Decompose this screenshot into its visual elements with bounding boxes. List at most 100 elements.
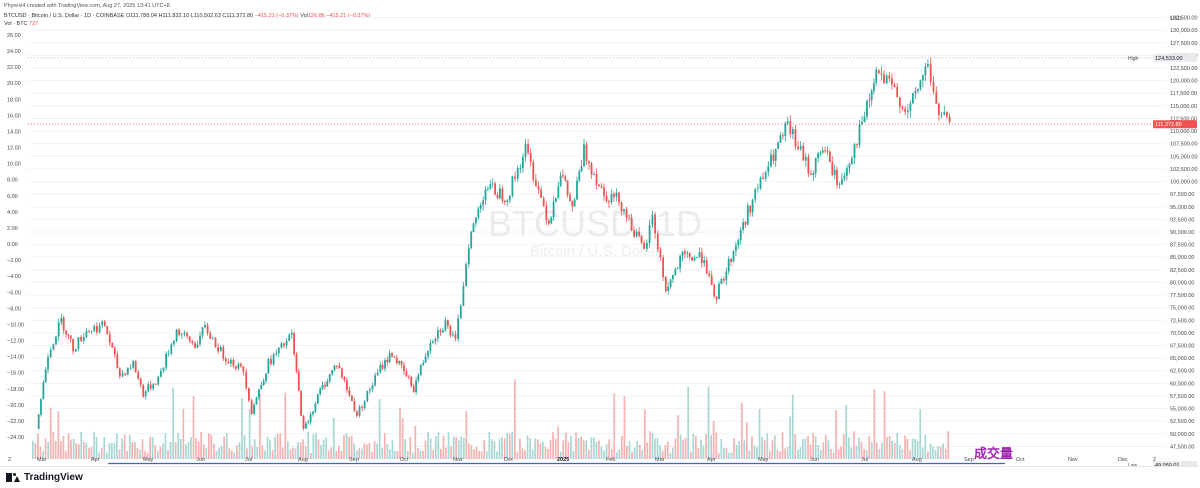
candle-body: [424, 356, 427, 363]
volume-bar: [779, 451, 781, 459]
candle-body: [774, 149, 777, 161]
candle-body: [326, 381, 329, 387]
candle-body: [880, 73, 883, 75]
volume-bar: [478, 450, 480, 459]
volume-bar: [432, 450, 435, 459]
candle-body: [943, 112, 946, 115]
watermark-name: Bitcoin / U.S. Dollar: [530, 243, 660, 260]
left-axis-tick: 26.00: [7, 33, 21, 39]
volume-bar: [498, 438, 501, 459]
candle-body: [833, 170, 836, 175]
candle-body: [160, 370, 162, 377]
volume-bar: [223, 436, 225, 459]
candle-body: [452, 334, 454, 336]
volume-bar: [621, 435, 623, 459]
candle-body: [938, 103, 940, 115]
volume-bar: [422, 451, 424, 459]
candle-body: [696, 256, 698, 258]
candle-body: [116, 354, 119, 369]
right-axis-tick: 67,500.00: [1170, 344, 1194, 350]
candle-body: [80, 337, 82, 341]
candle-body: [548, 220, 550, 224]
candle-body: [60, 317, 63, 323]
volume-bar: [111, 443, 113, 459]
volume-bar: [677, 415, 679, 459]
volume-bar: [434, 436, 437, 459]
candle-body: [40, 399, 42, 415]
candle-body: [194, 343, 196, 348]
candle-body: [826, 150, 829, 152]
annotation-label: 成交量: [974, 446, 1013, 462]
tradingview-logo[interactable]: TradingView: [6, 472, 83, 483]
volume-bar: [238, 442, 241, 459]
volume-bar: [154, 445, 157, 459]
volume-bar: [723, 447, 725, 459]
volume-bar: [562, 440, 565, 459]
candle-body: [307, 422, 310, 424]
volume-bar: [47, 442, 49, 459]
volume-bar: [682, 439, 684, 459]
volume-bar: [804, 438, 807, 459]
candle-body: [85, 330, 88, 337]
volume-bar: [529, 438, 531, 459]
candle-body: [819, 152, 822, 154]
volume-bar: [340, 450, 343, 459]
candle-body: [376, 372, 379, 376]
candle-body: [44, 369, 47, 383]
candle-body: [511, 176, 514, 196]
volume-bar: [730, 452, 733, 459]
candle-body: [374, 375, 376, 386]
candle-body: [846, 167, 848, 176]
volume-bar: [911, 438, 914, 459]
volume-bar: [799, 447, 802, 459]
candle-body: [381, 364, 384, 369]
volume-bar: [437, 431, 440, 459]
candle-body: [149, 384, 152, 389]
candle-body: [391, 353, 393, 357]
candle-body: [98, 325, 101, 333]
volume-bar: [695, 435, 697, 459]
candle-body: [67, 334, 70, 336]
volume-bar: [536, 439, 539, 459]
volume-legend[interactable]: Vol · BTC 727: [4, 21, 38, 27]
right-axis-tick: 75,000.00: [1170, 306, 1194, 312]
volume-bar: [774, 435, 776, 459]
candle-body: [858, 124, 861, 145]
volume-bar: [67, 433, 70, 459]
footer-bar: TradingView: [0, 466, 1200, 488]
candle-body: [37, 414, 40, 429]
candle-body: [479, 204, 482, 209]
candle-body: [841, 179, 843, 185]
right-axis-tick: 47,500.00: [1170, 444, 1194, 450]
x-axis-tick: May: [758, 457, 769, 463]
volume-bar: [735, 444, 738, 459]
volume-bar: [72, 438, 75, 459]
symbol-label[interactable]: BTCUSD · Bitcoin / U.S. Dollar · 1D · CO…: [4, 13, 125, 19]
volume-bar: [689, 451, 692, 459]
volume-bar: [891, 441, 893, 459]
volume-bar: [511, 431, 514, 459]
volume-bar: [381, 448, 384, 459]
volume-bar: [521, 448, 524, 459]
candle-body: [111, 342, 114, 348]
candle-body: [562, 175, 564, 177]
candle-body: [272, 354, 275, 365]
ohlc-legend: BTCUSD · Bitcoin / U.S. Dollar · 1D · CO…: [4, 13, 370, 19]
candle-body: [564, 176, 567, 181]
volume-bar: [870, 441, 873, 459]
candle-body: [62, 317, 65, 331]
candle-body: [703, 260, 706, 263]
volume-bar: [251, 445, 253, 459]
volume-bar: [297, 442, 299, 459]
candle-body: [870, 90, 873, 101]
right-axis-tick: 80,000.00: [1170, 280, 1194, 286]
candle-body: [643, 243, 645, 249]
vwap-label: Vol: [300, 13, 308, 19]
right-axis-tick: 82,500.00: [1170, 268, 1194, 274]
candle-body: [447, 320, 449, 326]
candle-body: [727, 259, 730, 272]
candle-body: [57, 322, 60, 337]
candle-body: [356, 411, 358, 416]
candle-body: [557, 186, 560, 198]
